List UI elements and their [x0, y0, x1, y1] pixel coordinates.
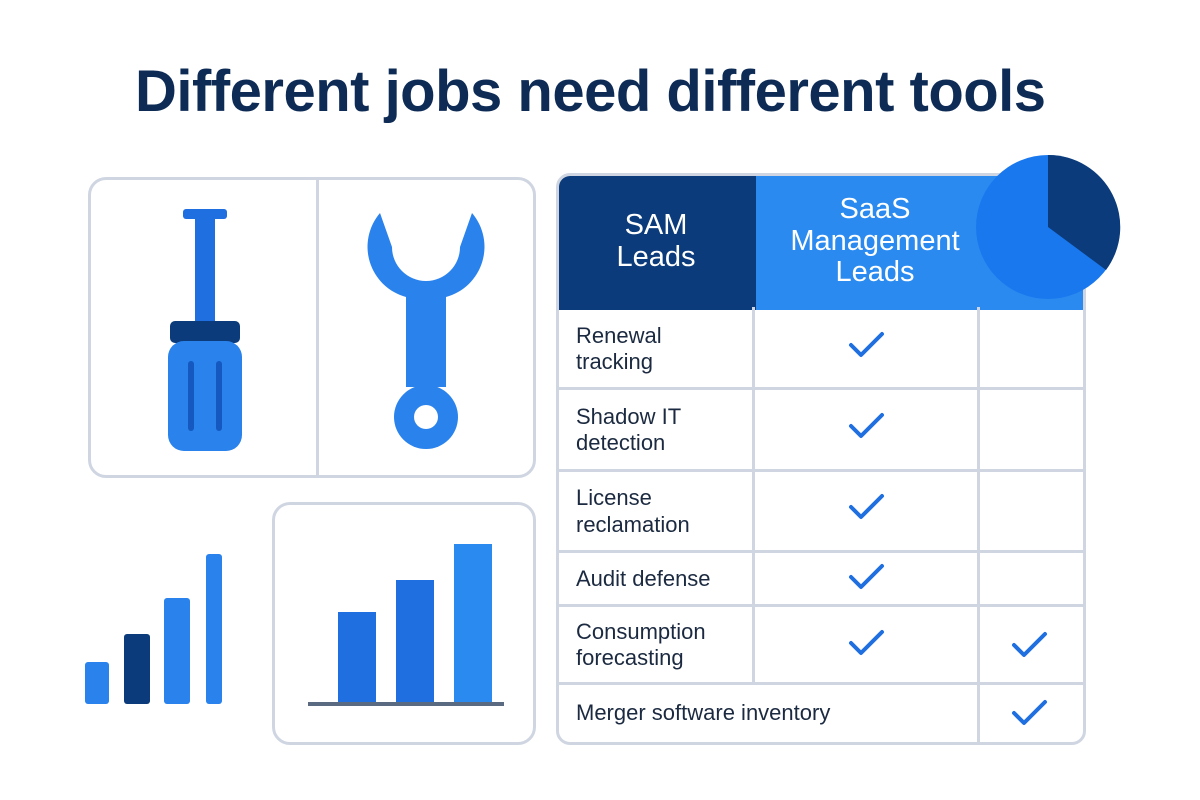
screwdriver-groove: [216, 361, 222, 431]
row-divider: [559, 682, 1083, 685]
header-text: SaaS Management Leads: [790, 192, 960, 289]
row-text: License reclamation: [576, 485, 690, 537]
icon-bar: [85, 662, 109, 704]
col-divider: [977, 307, 980, 742]
screwdriver-groove: [188, 361, 194, 431]
row-text: Merger software inventory: [576, 699, 831, 725]
screwdriver-shaft: [195, 213, 215, 325]
wrench-head: [367, 213, 485, 387]
row-label: Shadow IT detection: [556, 390, 752, 470]
row-divider: [559, 550, 1083, 553]
header-text: SAM Leads: [616, 208, 696, 273]
row-divider: [559, 604, 1083, 607]
icon-bar: [454, 544, 492, 704]
icon-bar: [338, 612, 376, 704]
page-title: Different jobs need different tools: [135, 59, 1046, 124]
icon-bar: [124, 634, 150, 704]
row-divider: [559, 387, 1083, 390]
screwdriver-handle: [168, 341, 242, 451]
row-label: License reclamation: [556, 472, 752, 551]
screwdriver-tip: [183, 209, 227, 219]
row-label: Renewal tracking: [556, 310, 752, 388]
tools-divider: [316, 180, 319, 475]
tools-icons: [168, 209, 485, 451]
icon-baseline: [308, 702, 504, 706]
bar-icon: [85, 554, 222, 704]
row-text: Audit defense: [576, 565, 711, 591]
row-divider: [559, 469, 1083, 472]
row-label: Merger software inventory: [556, 685, 976, 741]
header-cell: SAM Leads: [559, 176, 756, 310]
pie-slice: [1048, 155, 1121, 270]
row-label: Audit defense: [556, 553, 752, 605]
chart-icon: [308, 544, 504, 706]
tools-box: [88, 177, 536, 478]
wrench-hole: [414, 405, 438, 429]
icon-bar: [206, 554, 222, 704]
icon-bar: [164, 598, 190, 704]
row-text: Consumption forecasting: [576, 618, 706, 670]
row-label: Consumption forecasting: [556, 607, 752, 683]
row-text: Shadow IT detection: [576, 403, 681, 455]
screwdriver-collar: [170, 321, 240, 343]
col-divider: [752, 307, 755, 683]
row-text: Renewal tracking: [576, 322, 662, 374]
header-pie: [976, 155, 1121, 299]
icon-bar: [396, 580, 434, 704]
